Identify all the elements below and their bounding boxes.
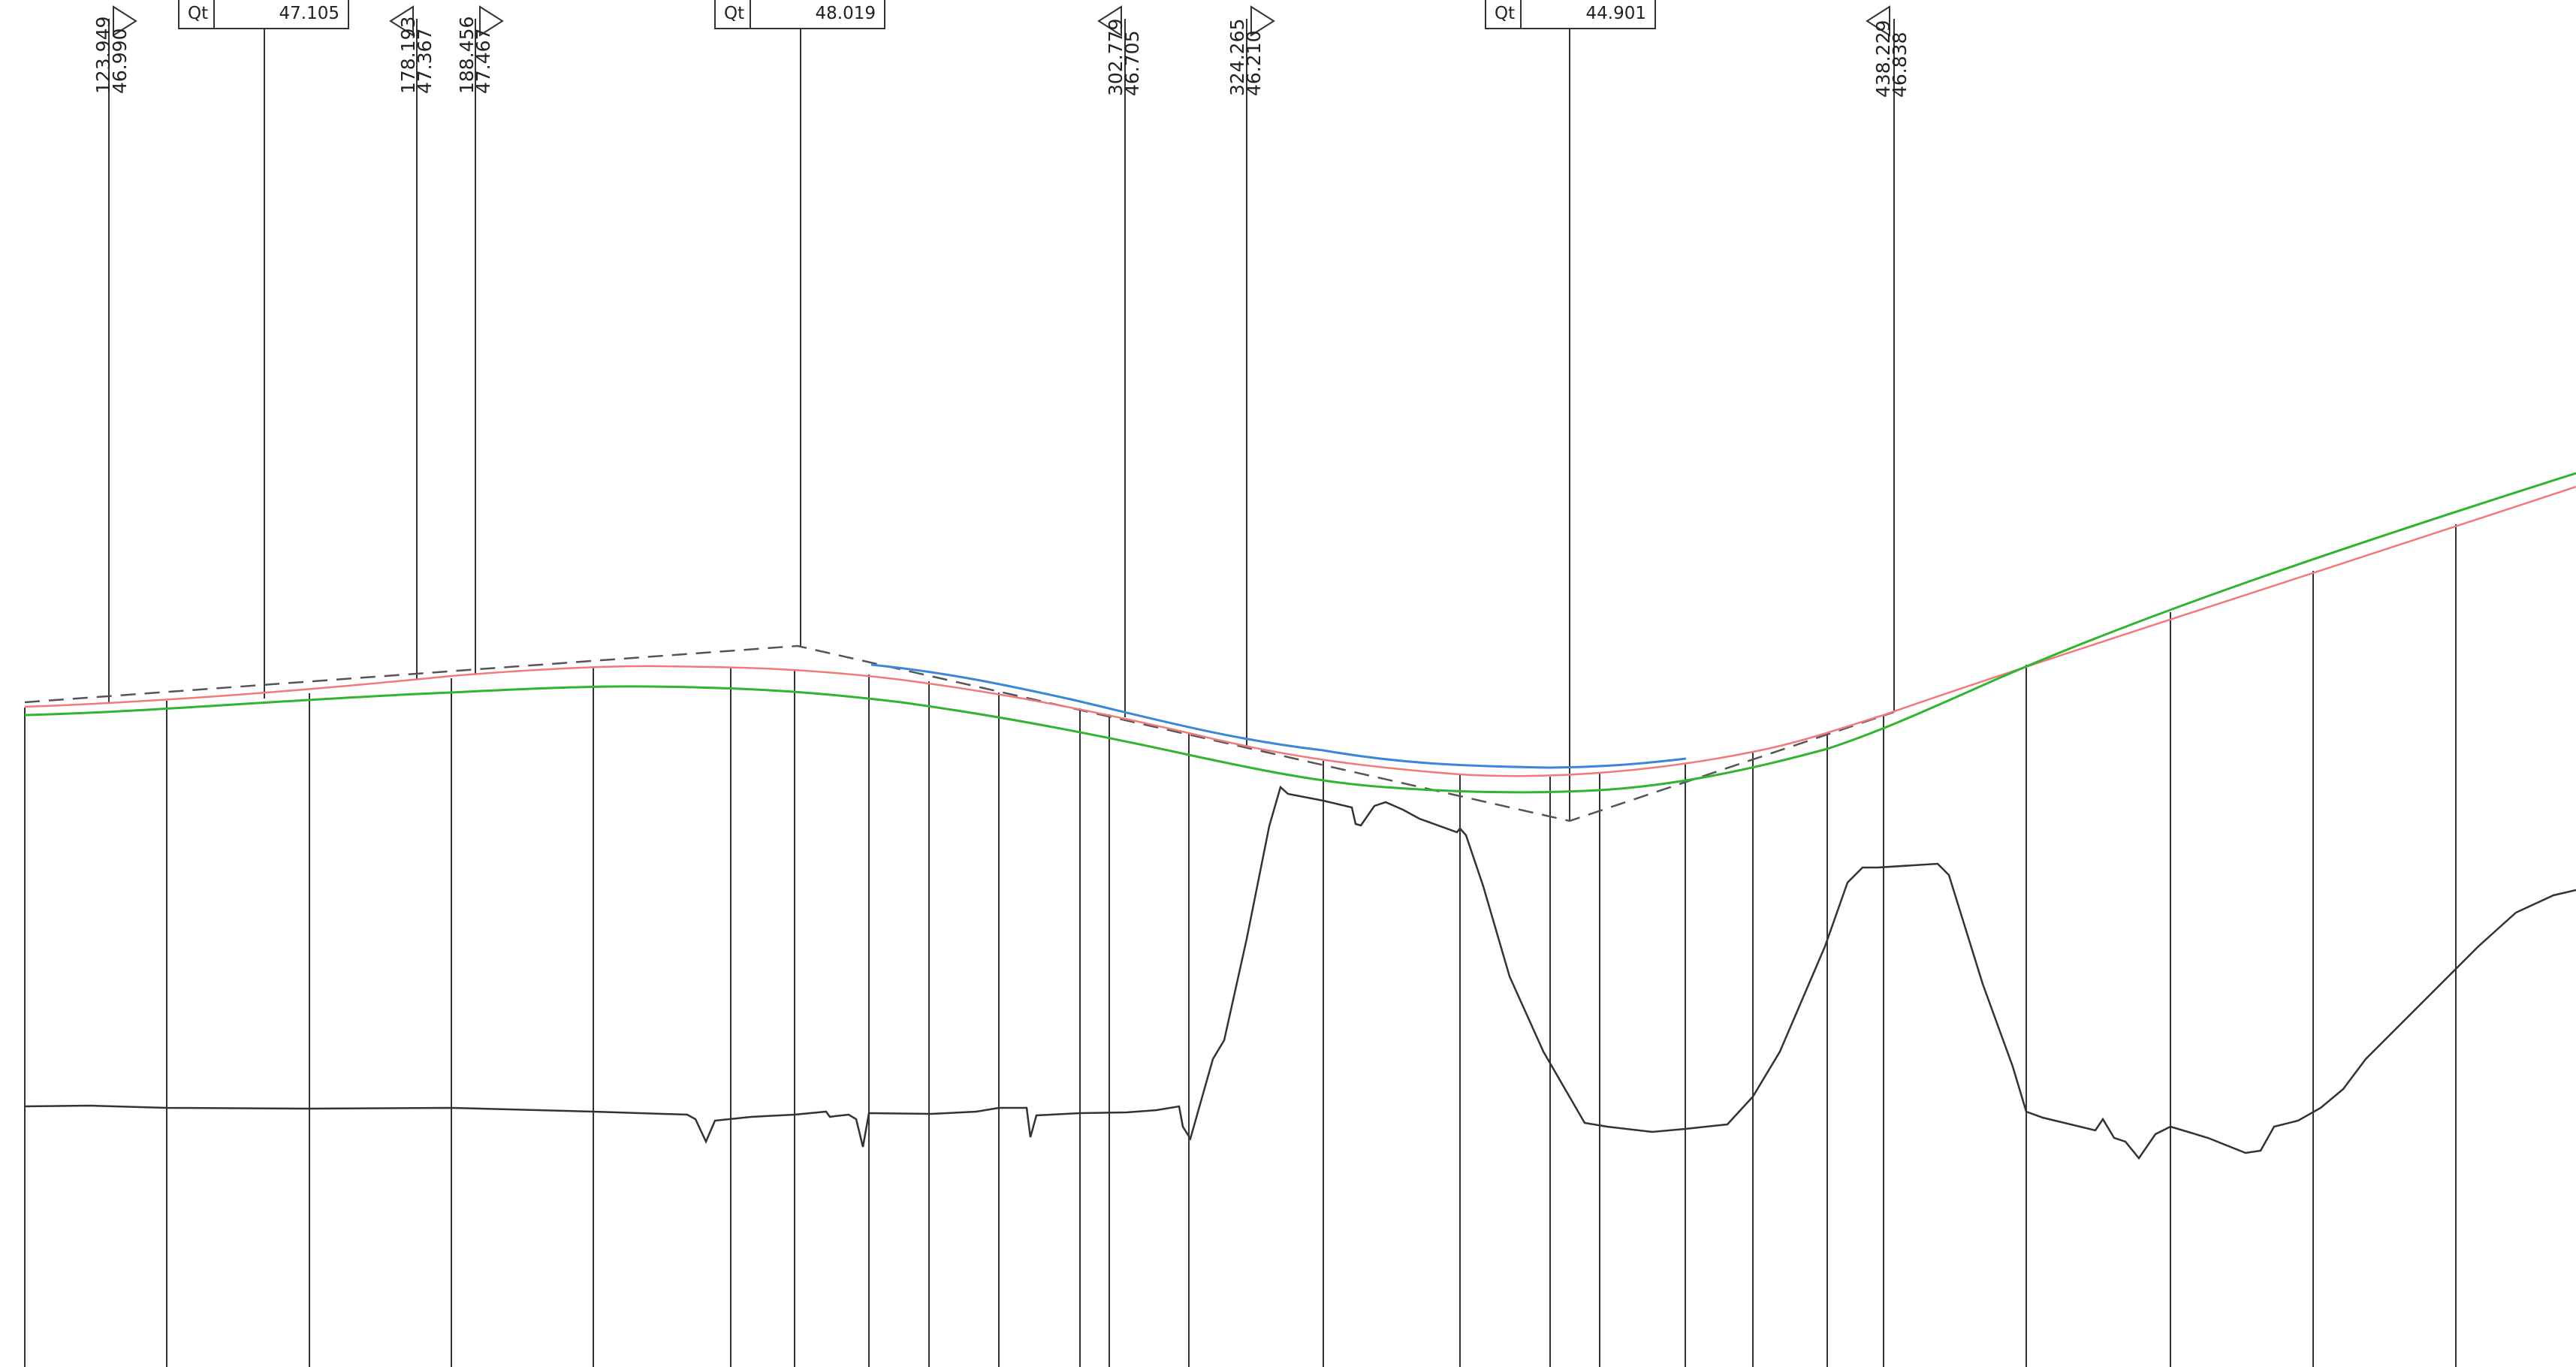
existing-ground-line [24, 785, 2576, 1160]
station-elevation: 46.210 [1243, 31, 1265, 96]
station-marker-triangle [113, 5, 137, 37]
curve-elevation: 47.105 [279, 4, 339, 23]
curve-prefix: Qt [724, 4, 744, 23]
station-annotation-4: 302.779 46.705 [1097, 5, 1143, 96]
station-chainage: 324.265 [1226, 19, 1248, 96]
vertical-curve-label-1: Qt 47.105 [178, 0, 349, 29]
profile-line-green [24, 472, 2576, 794]
vertical-curve-label-3: Qt 44.901 [1485, 0, 1656, 29]
label-box [714, 0, 885, 29]
annotation-leaders [108, 0, 1895, 820]
station-chainage: 178.193 [397, 17, 419, 94]
label-box [178, 0, 349, 29]
station-marker-triangle [1250, 5, 1275, 37]
station-chainage: 302.779 [1105, 19, 1127, 96]
station-annotation-5: 324.265 46.210 [1226, 5, 1275, 96]
station-annotation-2: 178.193 47.367 [389, 5, 436, 94]
station-elevation: 47.467 [472, 29, 494, 94]
curve-prefix: Qt [188, 4, 208, 23]
station-marker-triangle [1097, 5, 1122, 37]
profile-line-blue [870, 663, 1687, 769]
station-annotation-1: 123.949 46.990 [92, 5, 137, 94]
curve-elevation: 44.901 [1586, 4, 1646, 23]
station-elevation: 46.990 [109, 29, 131, 94]
station-chainage: 188.456 [456, 17, 478, 94]
design-profile-red [24, 485, 2576, 777]
station-marker-triangle [389, 5, 414, 37]
curve-prefix: Qt [1495, 4, 1515, 23]
curve-elevation: 48.019 [816, 4, 876, 23]
vertical-curve-label-2: Qt 48.019 [714, 0, 885, 29]
station-elevation: 46.838 [1889, 32, 1911, 98]
station-elevation: 47.367 [414, 29, 436, 94]
station-annotation-6: 438.229 46.838 [1866, 5, 1911, 98]
station-grid-lines [24, 524, 2457, 1367]
station-chainage: 438.229 [1872, 20, 1894, 98]
label-box [1485, 0, 1656, 29]
vertical-alignment-tangents [24, 644, 1895, 822]
station-marker-triangle [479, 5, 504, 37]
station-annotation-3: 188.456 47.467 [456, 5, 504, 94]
station-chainage: 123.949 [92, 17, 114, 94]
station-marker-triangle [1866, 5, 1890, 37]
station-elevation: 46.705 [1121, 31, 1143, 96]
